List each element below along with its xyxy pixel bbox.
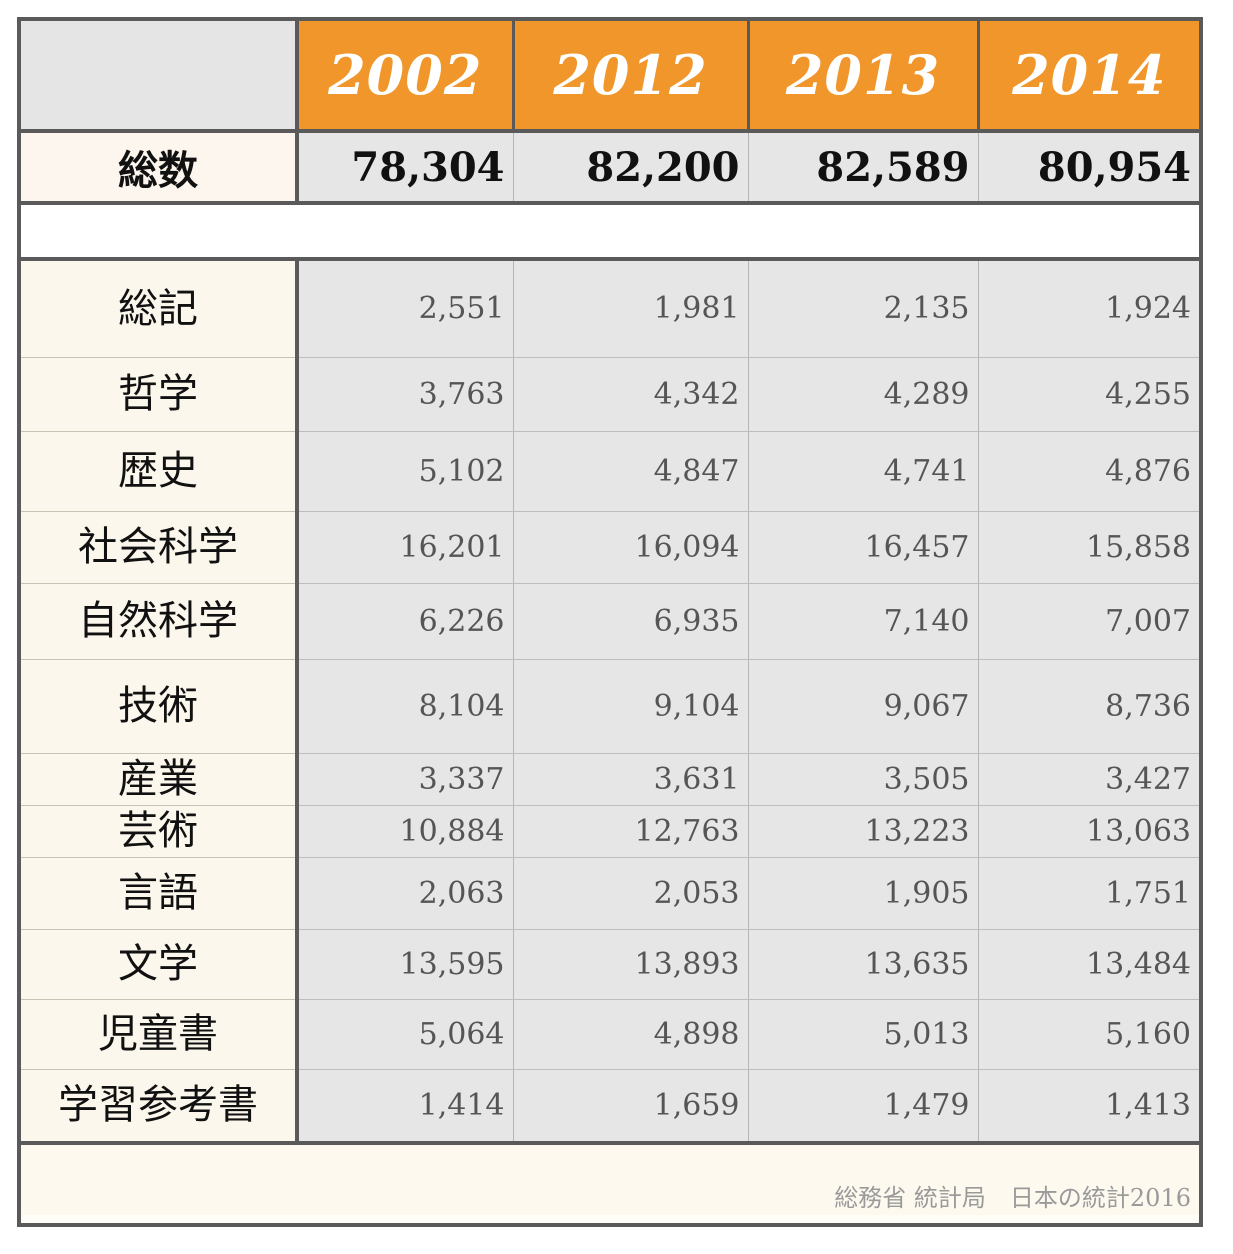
category-label: 自然科学 xyxy=(21,583,299,660)
category-value: 1,924 xyxy=(977,259,1199,358)
category-value: 6,226 xyxy=(296,583,513,660)
category-row: 芸術 10,884 12,763 13,223 13,063 xyxy=(21,805,1199,858)
category-value: 16,201 xyxy=(296,511,513,584)
category-value: 2,053 xyxy=(512,857,748,930)
category-value: 2,135 xyxy=(747,259,978,358)
category-value: 15,858 xyxy=(977,511,1199,584)
category-value: 4,847 xyxy=(512,431,748,512)
category-value: 13,223 xyxy=(747,805,978,858)
category-value: 8,736 xyxy=(977,659,1199,754)
category-label: 児童書 xyxy=(21,999,299,1070)
category-value: 3,631 xyxy=(512,753,748,806)
category-label: 総記 xyxy=(21,259,299,358)
category-value: 2,551 xyxy=(296,259,513,358)
category-value: 9,067 xyxy=(747,659,978,754)
total-value: 82,589 xyxy=(747,131,978,205)
category-row: 児童書 5,064 4,898 5,013 5,160 xyxy=(21,999,1199,1070)
category-value: 1,981 xyxy=(512,259,748,358)
column-header: 2002 xyxy=(295,21,513,133)
category-label: 芸術 xyxy=(21,805,299,858)
category-value: 13,635 xyxy=(747,929,978,1000)
category-value: 5,102 xyxy=(296,431,513,512)
corner-cell xyxy=(21,21,299,133)
category-value: 13,893 xyxy=(512,929,748,1000)
category-value: 1,413 xyxy=(977,1069,1199,1144)
category-value: 1,479 xyxy=(747,1069,978,1144)
spacer-row xyxy=(21,203,1199,261)
total-value: 80,954 xyxy=(977,131,1199,205)
category-label: 歴史 xyxy=(21,431,299,512)
category-value: 13,484 xyxy=(977,929,1199,1000)
total-row: 総数 78,304 82,200 82,589 80,954 xyxy=(21,131,1199,205)
category-value: 16,457 xyxy=(747,511,978,584)
category-label: 文学 xyxy=(21,929,299,1000)
category-label: 技術 xyxy=(21,659,299,754)
category-row: 歴史 5,102 4,847 4,741 4,876 xyxy=(21,431,1199,512)
category-value: 3,337 xyxy=(296,753,513,806)
category-value: 5,160 xyxy=(977,999,1199,1070)
category-row: 自然科学 6,226 6,935 7,140 7,007 xyxy=(21,583,1199,660)
category-value: 7,140 xyxy=(747,583,978,660)
total-value: 82,200 xyxy=(512,131,748,205)
category-value: 2,063 xyxy=(296,857,513,930)
category-value: 7,007 xyxy=(977,583,1199,660)
category-value: 4,342 xyxy=(512,357,748,432)
category-row: 産業 3,337 3,631 3,505 3,427 xyxy=(21,753,1199,806)
publication-counts-table: 2002 2012 2013 2014 総数 78,304 82,200 82,… xyxy=(21,21,1199,1215)
column-header: 2014 xyxy=(976,21,1199,133)
category-value: 12,763 xyxy=(512,805,748,858)
category-row: 文学 13,595 13,893 13,635 13,484 xyxy=(21,929,1199,1000)
category-label: 言語 xyxy=(21,857,299,930)
category-label: 学習参考書 xyxy=(21,1069,299,1144)
category-value: 5,064 xyxy=(296,999,513,1070)
category-value: 1,659 xyxy=(512,1069,748,1144)
category-value: 8,104 xyxy=(296,659,513,754)
category-value: 13,595 xyxy=(296,929,513,1000)
category-row: 言語 2,063 2,053 1,905 1,751 xyxy=(21,857,1199,930)
total-label: 総数 xyxy=(21,131,299,205)
category-row: 技術 8,104 9,104 9,067 8,736 xyxy=(21,659,1199,754)
category-value: 4,289 xyxy=(747,357,978,432)
category-value: 6,935 xyxy=(512,583,748,660)
category-label: 哲学 xyxy=(21,357,299,432)
category-row: 総記 2,551 1,981 2,135 1,924 xyxy=(21,259,1199,358)
category-value: 9,104 xyxy=(512,659,748,754)
category-value: 16,094 xyxy=(512,511,748,584)
category-label: 産業 xyxy=(21,753,299,806)
spacer-cell xyxy=(21,203,1199,261)
category-value: 3,763 xyxy=(296,357,513,432)
category-value: 4,741 xyxy=(747,431,978,512)
source-note: 総務省 統計局 日本の統計2016 xyxy=(21,1141,1199,1215)
category-value: 3,505 xyxy=(747,753,978,806)
category-row: 学習参考書 1,414 1,659 1,479 1,413 xyxy=(21,1069,1199,1144)
category-value: 4,898 xyxy=(512,999,748,1070)
footer-row: 総務省 統計局 日本の統計2016 xyxy=(21,1141,1199,1215)
total-value: 78,304 xyxy=(296,131,513,205)
column-header: 2013 xyxy=(746,21,978,133)
category-value: 1,414 xyxy=(296,1069,513,1144)
category-label: 社会科学 xyxy=(21,511,299,584)
category-value: 3,427 xyxy=(977,753,1199,806)
data-table-container: 2002 2012 2013 2014 総数 78,304 82,200 82,… xyxy=(17,17,1203,1227)
category-value: 5,013 xyxy=(747,999,978,1070)
category-value: 13,063 xyxy=(977,805,1199,858)
category-row: 哲学 3,763 4,342 4,289 4,255 xyxy=(21,357,1199,432)
category-value: 10,884 xyxy=(296,805,513,858)
category-value: 1,905 xyxy=(747,857,978,930)
category-value: 1,751 xyxy=(977,857,1199,930)
category-value: 4,876 xyxy=(977,431,1199,512)
category-value: 4,255 xyxy=(977,357,1199,432)
column-header: 2012 xyxy=(511,21,748,133)
category-row: 社会科学 16,201 16,094 16,457 15,858 xyxy=(21,511,1199,584)
header-row: 2002 2012 2013 2014 xyxy=(21,21,1199,133)
